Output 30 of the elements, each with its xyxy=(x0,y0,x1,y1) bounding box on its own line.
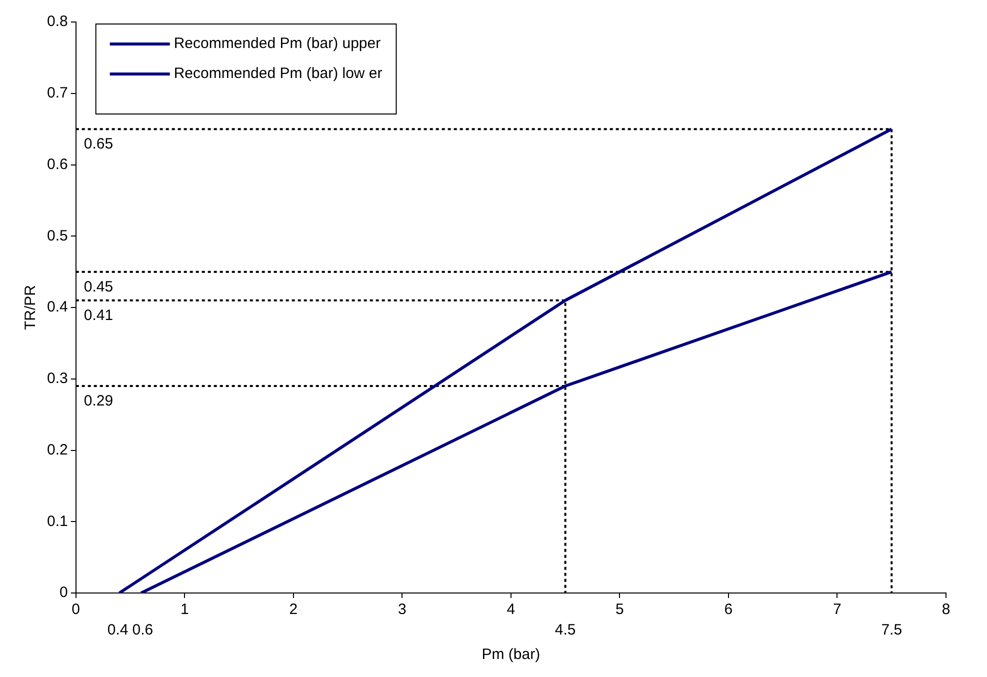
y-tick-label: 0.2 xyxy=(46,441,68,458)
annotation: 0.4 xyxy=(107,622,128,639)
annotation: 0.41 xyxy=(84,307,114,324)
annotation: 0.29 xyxy=(84,392,114,410)
x-tick-label: 7 xyxy=(833,601,842,618)
x-tick-label: 1 xyxy=(180,601,189,618)
legend-label: Recommended Pm (bar) upper xyxy=(174,35,381,52)
y-tick-label: 0.1 xyxy=(46,512,68,530)
annotation: 7.5 xyxy=(881,622,902,639)
x-tick-label: 3 xyxy=(398,601,406,618)
x-axis-title: Pm (bar) xyxy=(482,646,540,664)
annotation: 0.65 xyxy=(84,136,114,153)
x-tick-label: 2 xyxy=(289,601,298,618)
y-tick-label: 0.4 xyxy=(46,298,68,316)
y-tick-label: 0.8 xyxy=(46,13,68,30)
annotation: 0.45 xyxy=(84,278,114,296)
x-tick-label: 8 xyxy=(942,601,950,618)
x-tick-label: 4 xyxy=(506,601,516,618)
x-tick-label: 6 xyxy=(724,601,733,618)
x-tick-label: 0 xyxy=(72,601,80,618)
annotation: 4.5 xyxy=(554,622,576,639)
y-tick-label: 0.6 xyxy=(46,156,68,173)
legend-label: Recommended Pm (bar) low er xyxy=(174,65,382,82)
y-tick-label: 0.3 xyxy=(46,370,68,388)
y-axis-title: TR/PR xyxy=(22,284,40,330)
y-tick-label: 0.7 xyxy=(46,84,68,102)
annotation: 0.6 xyxy=(132,622,154,639)
y-tick-label: 0.5 xyxy=(46,227,68,244)
x-tick-label: 5 xyxy=(616,601,624,618)
y-tick-label: 0 xyxy=(60,584,68,602)
